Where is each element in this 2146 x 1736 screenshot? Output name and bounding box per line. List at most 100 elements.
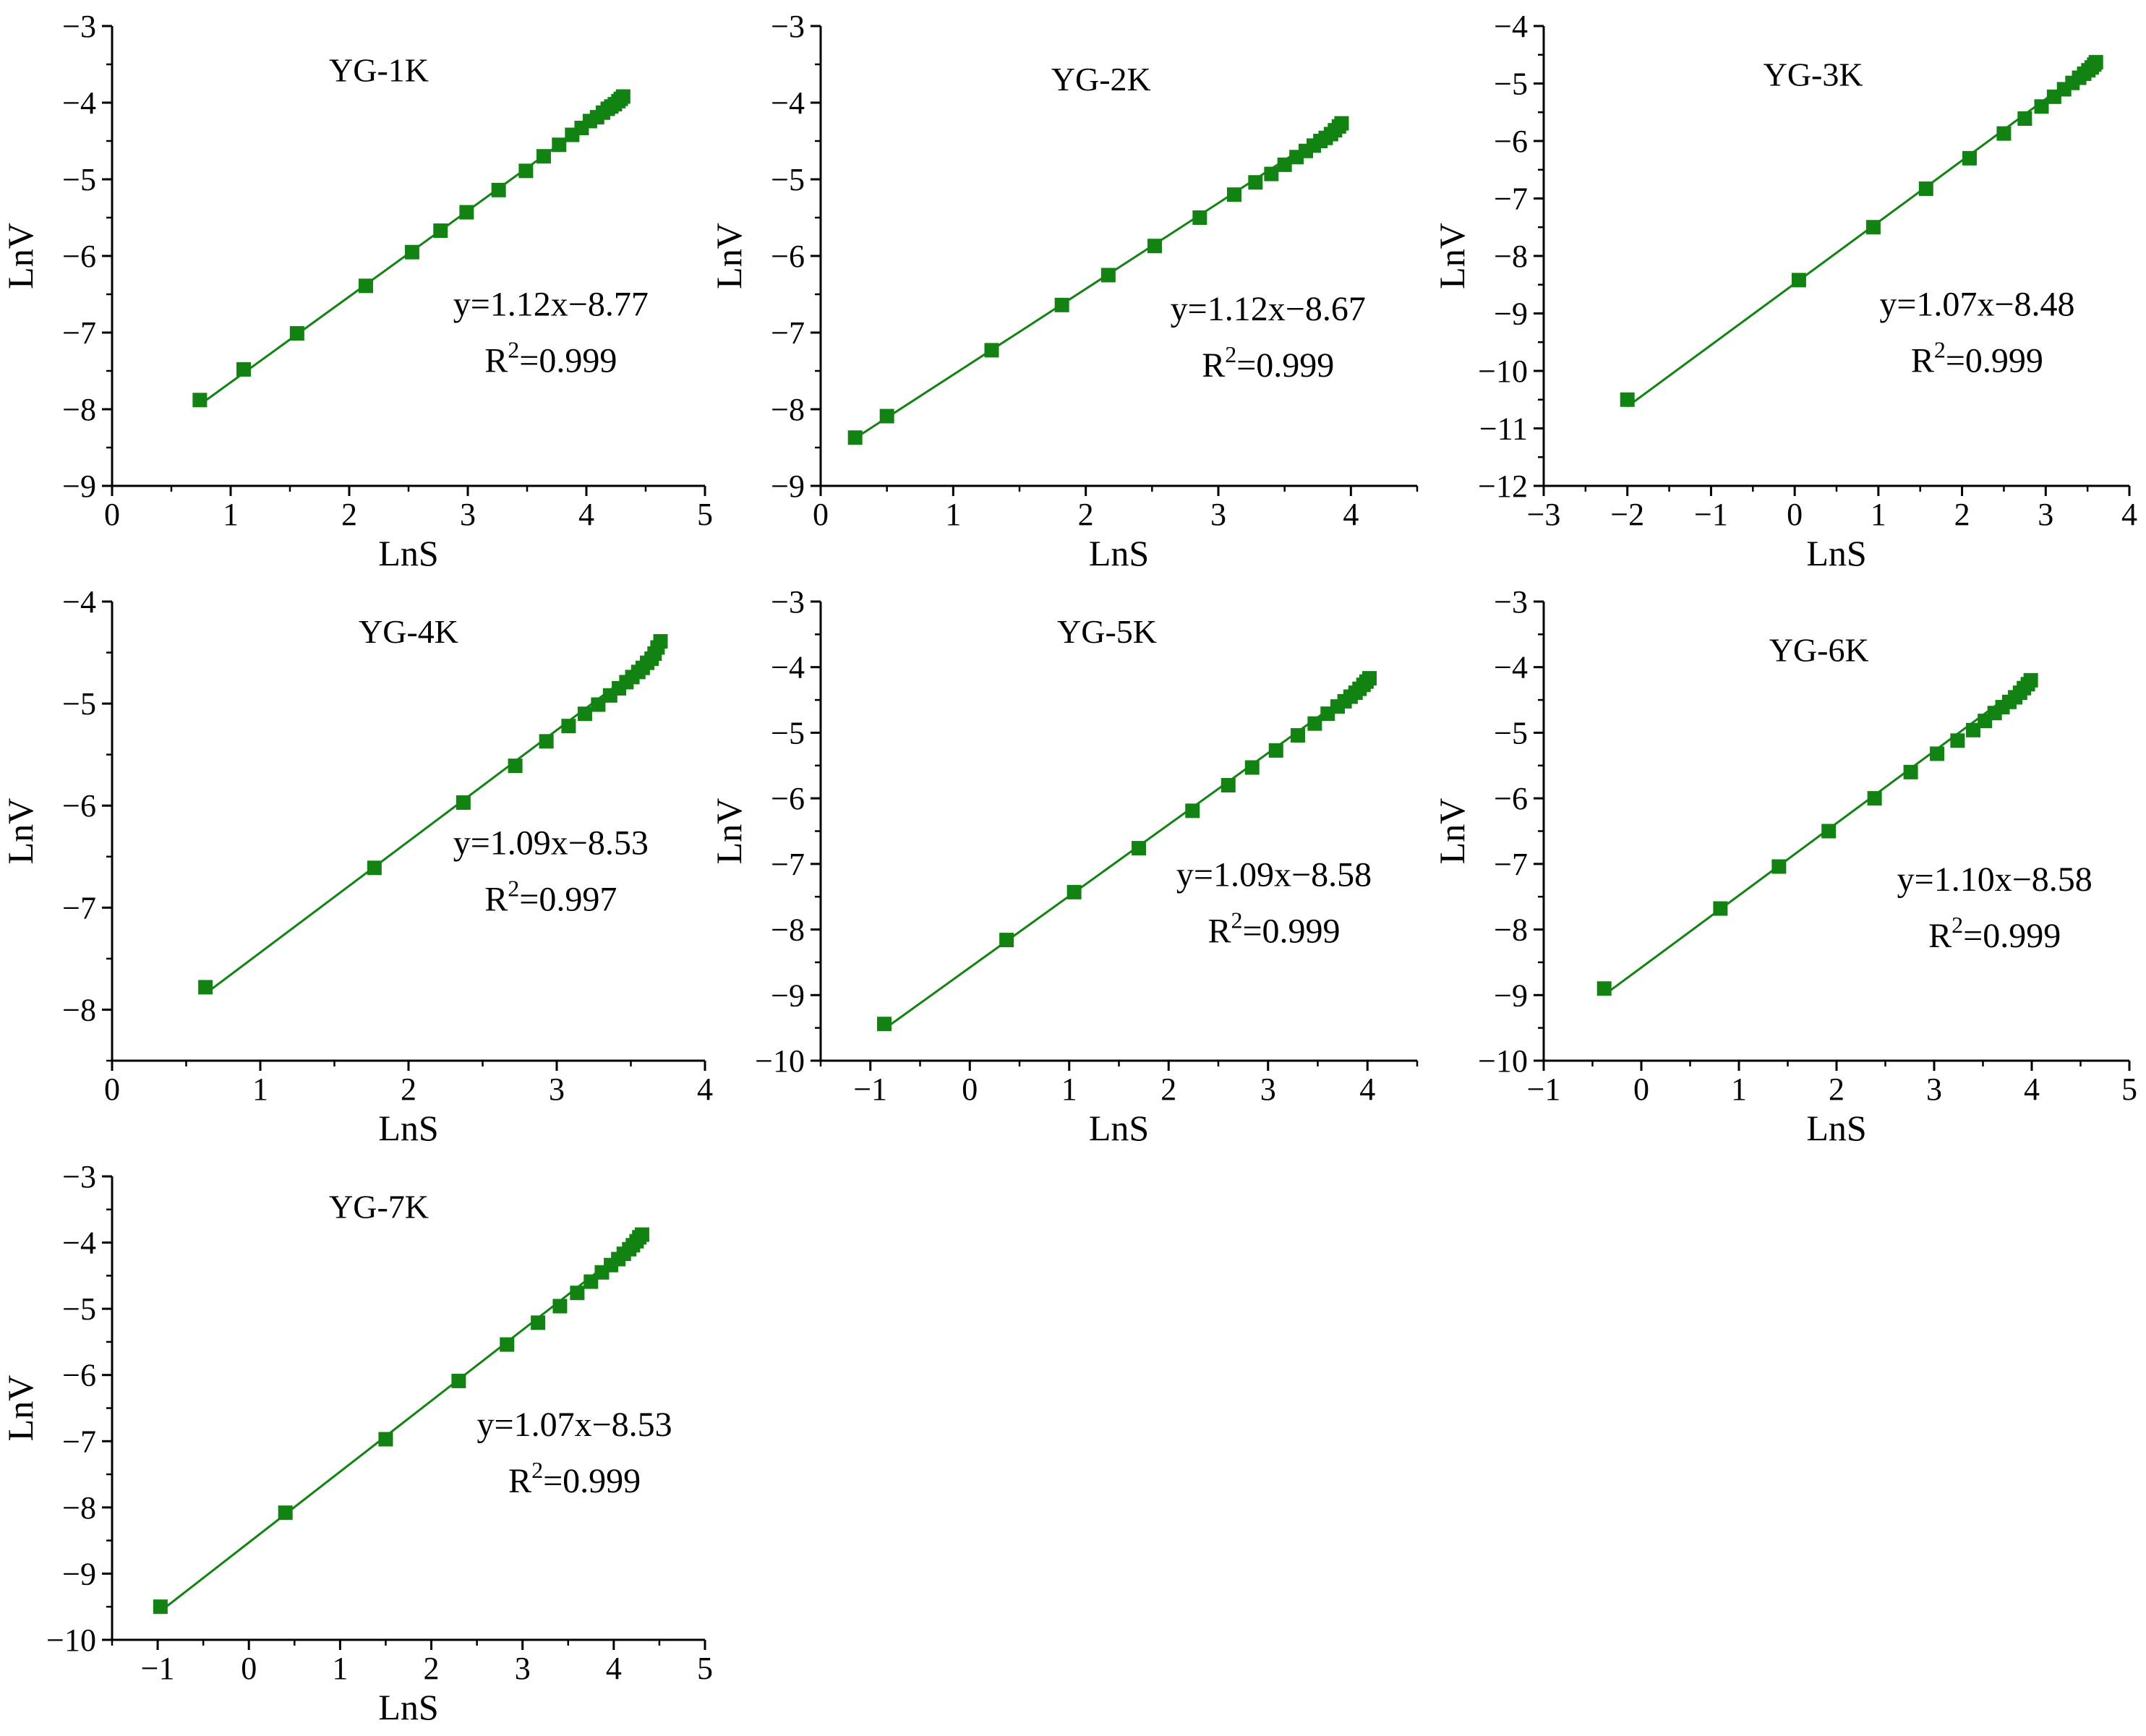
x-tick-label: −1 [1694, 497, 1728, 532]
panel-title: YG-5K [1057, 613, 1157, 650]
data-point [1996, 126, 2012, 141]
y-tick-label: −7 [1494, 847, 1528, 882]
data-point [847, 430, 863, 445]
y-tick-label: −9 [771, 469, 805, 504]
data-point [552, 1299, 568, 1314]
data-point [1791, 273, 1806, 288]
data-point [2088, 55, 2103, 70]
y-tick-label: −7 [771, 315, 805, 351]
fit-equation: y=1.09x−8.53 [453, 824, 649, 862]
y-tick-label: −3 [771, 9, 805, 44]
x-tick-label: 3 [1926, 1072, 1942, 1107]
x-tick-label: 2 [1954, 497, 1970, 532]
data-point [1962, 150, 1977, 166]
r-symbol: R [1207, 912, 1231, 951]
data-point [433, 223, 448, 239]
y-tick-label: −7 [1494, 181, 1528, 217]
fit-equation: y=1.07x−8.53 [477, 1406, 672, 1444]
x-tick-label: 5 [697, 1651, 713, 1686]
y-tick-label: −11 [1479, 411, 1528, 447]
data-point [536, 149, 551, 164]
y-tick-label: −6 [1494, 781, 1528, 816]
x-tick-label: 3 [1260, 1072, 1276, 1107]
data-point [1066, 884, 1082, 899]
fit-equation: y=1.12x−8.77 [453, 286, 649, 324]
data-point [1903, 764, 1918, 779]
y-tick-label: −4 [62, 1226, 96, 1261]
y-tick-label: −3 [771, 584, 805, 620]
x-tick-label: 0 [1787, 497, 1803, 532]
y-tick-label: −6 [62, 788, 96, 824]
y-tick-label: −4 [771, 650, 805, 685]
data-point [1268, 743, 1283, 758]
r-squared-label: R2=0.999 [1202, 341, 1334, 385]
y-tick-label: −3 [62, 1159, 96, 1194]
y-tick-label: −7 [62, 890, 96, 925]
y-axis-label: LnV [709, 223, 749, 289]
x-tick-label: 2 [424, 1651, 440, 1686]
x-tick-label: 2 [341, 497, 357, 532]
data-point [1865, 220, 1881, 235]
data-point [1771, 859, 1787, 874]
y-tick-label: −7 [62, 1424, 96, 1459]
r-superscript: 2 [531, 1457, 543, 1483]
data-point [404, 244, 419, 260]
y-tick-label: −12 [1478, 469, 1528, 504]
r-superscript: 2 [508, 337, 519, 363]
y-tick-label: −4 [62, 85, 96, 121]
y-tick-label: −8 [62, 392, 96, 427]
x-tick-label: 4 [2121, 497, 2137, 532]
data-point [1620, 392, 1635, 407]
y-tick-label: −10 [1478, 1043, 1528, 1079]
data-point [1362, 671, 1377, 686]
x-tick-label: 0 [104, 497, 120, 532]
x-tick-label: 3 [460, 497, 476, 532]
x-tick-label: 0 [1633, 1072, 1649, 1107]
data-point [518, 163, 534, 179]
r-value: =0.999 [1242, 912, 1340, 951]
chart-panel-2: 0 1 2 3 4 −9 −8 −7 −6 −5 −4 −3 LnS LnV YG-2K y=1.12x−8.… [709, 9, 1419, 573]
chart-panel-1: 0 1 2 3 4 5 −9 −8 −7 −6 −5 −4 −3 LnS LnV YG-1K y=1.12x−8… [0, 9, 713, 573]
x-tick-label: 4 [1359, 1072, 1375, 1107]
y-axis-label: LnV [0, 1375, 40, 1442]
y-axis-label: LnV [709, 798, 749, 865]
fit-line [884, 679, 1370, 1030]
r-squared-label: R2=0.999 [508, 1457, 641, 1500]
x-tick-label: −3 [1527, 497, 1561, 532]
y-axis-label: LnV [1432, 798, 1472, 865]
data-point [577, 706, 592, 722]
data-point [2017, 111, 2032, 126]
x-tick-label: 5 [697, 497, 713, 532]
data-point [1966, 722, 1980, 737]
y-tick-label: −8 [1494, 239, 1528, 274]
data-point [500, 1337, 515, 1352]
x-tick-label: 1 [223, 497, 239, 532]
y-tick-label: −5 [1494, 715, 1528, 751]
chart-panel-5: −1 0 1 2 3 4−10−9−8−7−6−5−4−3LnSLnVYG-5Ky=1.0… [709, 584, 1419, 1148]
y-tick-label: −6 [62, 1358, 96, 1393]
data-point [451, 1373, 466, 1388]
r-superscript: 2 [1952, 912, 1963, 938]
data-point [192, 393, 208, 408]
data-point [552, 137, 567, 153]
x-tick-label: 2 [1078, 497, 1094, 532]
x-tick-label: 3 [549, 1072, 565, 1107]
y-tick-label: −10 [46, 1622, 96, 1658]
panel-title: YG-2K [1051, 61, 1151, 98]
data-point [1918, 181, 1933, 196]
y-tick-label: −7 [62, 315, 96, 351]
data-point [289, 326, 304, 341]
data-point [236, 362, 252, 377]
data-point [1291, 728, 1305, 743]
x-tick-label: 4 [578, 497, 594, 532]
data-point [1221, 778, 1236, 792]
r-value: =0.999 [519, 342, 617, 380]
data-point [984, 343, 999, 358]
data-point [1713, 901, 1728, 916]
data-point [278, 1505, 293, 1521]
r-value: =0.999 [1946, 342, 2043, 380]
panel-title: YG-3K [1764, 56, 1863, 93]
data-point [615, 89, 630, 104]
x-tick-label: 1 [252, 1072, 268, 1107]
r-superscript: 2 [1231, 907, 1242, 933]
